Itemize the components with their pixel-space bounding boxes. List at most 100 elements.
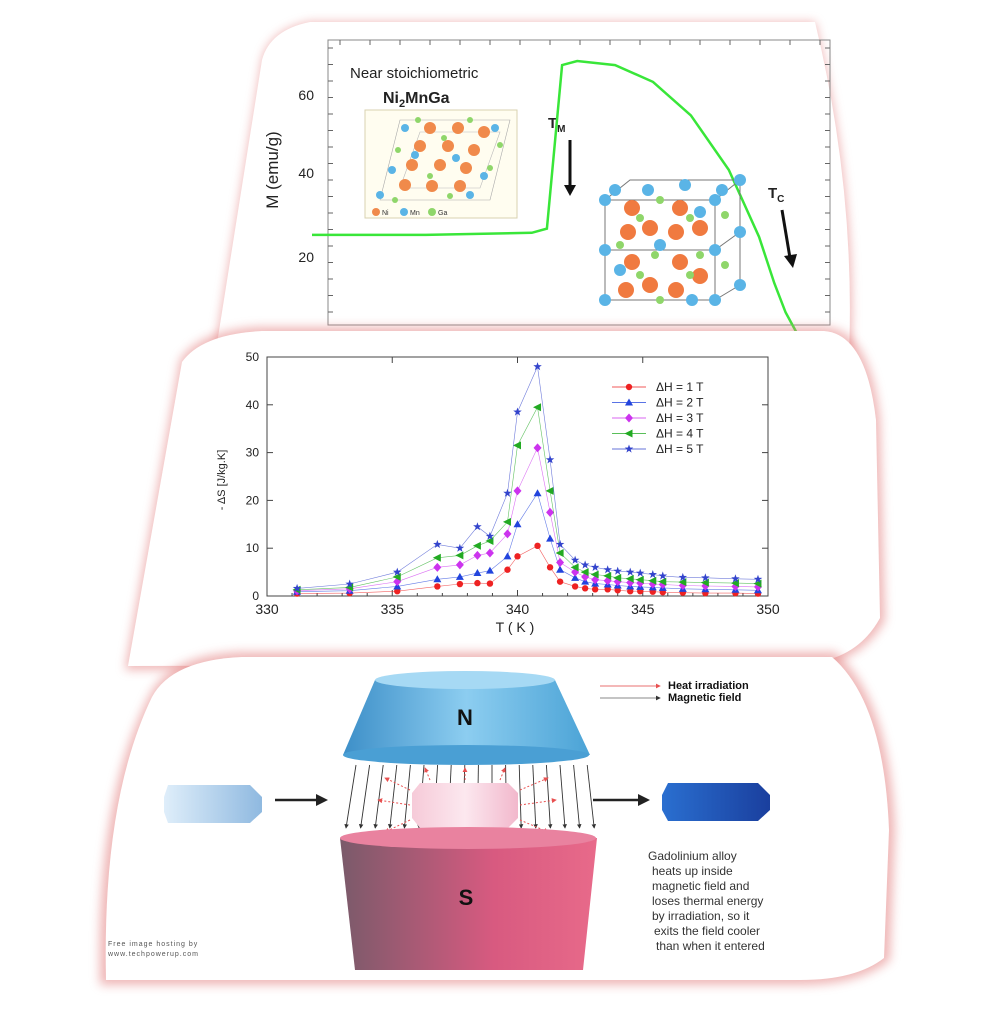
arrow-tc-shaft bbox=[780, 209, 792, 259]
data-point bbox=[533, 489, 542, 497]
crystal-atom-ga bbox=[415, 117, 421, 123]
series-5 bbox=[292, 362, 763, 592]
data-point bbox=[485, 548, 494, 558]
crystal-atom-ni bbox=[478, 126, 490, 138]
crystal-atom-ga bbox=[392, 197, 398, 203]
crystal-atom-mn bbox=[491, 124, 499, 132]
crystal-atom-ga bbox=[686, 271, 694, 279]
panel1-axis-ticks bbox=[328, 40, 830, 313]
crystal-atom-ga bbox=[441, 135, 447, 141]
crystal-atom-ga bbox=[721, 211, 729, 219]
data-point bbox=[731, 574, 740, 583]
crystal-atom-ga bbox=[656, 196, 664, 204]
xtick-label: 345 bbox=[631, 601, 655, 617]
crystal-atom-ni bbox=[424, 122, 436, 134]
crystal-atom-mn bbox=[686, 294, 698, 306]
data-point bbox=[433, 562, 442, 572]
heat-irradiation-arrows bbox=[377, 767, 557, 843]
crystal-atom-ni bbox=[672, 200, 688, 216]
data-point bbox=[513, 441, 521, 450]
crystal-inset-small: Ni Mn Ga bbox=[364, 109, 518, 219]
crystal-atom-ga bbox=[427, 173, 433, 179]
crystal-atom-ni bbox=[624, 200, 640, 216]
ytick-label: 10 bbox=[246, 541, 260, 555]
legend-label: ΔH = 3 T bbox=[656, 411, 704, 425]
caption-line-1: Gadolinium alloy bbox=[648, 849, 737, 863]
crystal-atom-mn bbox=[694, 206, 706, 218]
magnet-north-body bbox=[343, 680, 590, 755]
xtick-label: 350 bbox=[756, 601, 780, 617]
data-point bbox=[571, 573, 580, 581]
data-point bbox=[571, 583, 579, 590]
field-line bbox=[373, 764, 384, 829]
data-point bbox=[455, 551, 464, 560]
alloy-block-in-field bbox=[412, 783, 518, 828]
data-point bbox=[556, 558, 565, 568]
crystal-atom-ga bbox=[467, 117, 473, 123]
data-point bbox=[753, 574, 763, 583]
crystal-atom-ni bbox=[452, 122, 464, 134]
field-line bbox=[402, 764, 411, 829]
legend-label: ΔH = 5 T bbox=[656, 442, 704, 456]
data-point bbox=[292, 583, 302, 592]
entropy-chart-series bbox=[292, 362, 763, 597]
legend-heat-label: Heat irradiation bbox=[668, 680, 749, 692]
data-point bbox=[658, 571, 668, 580]
ytick-label: 30 bbox=[246, 446, 260, 460]
data-point bbox=[624, 444, 634, 453]
alloy-block-exiting bbox=[662, 783, 770, 821]
data-point bbox=[472, 541, 481, 550]
magnet-south-top bbox=[340, 827, 596, 849]
legend-label: ΔH = 4 T bbox=[656, 427, 704, 441]
data-point bbox=[394, 588, 401, 595]
crystal-atom-ni bbox=[668, 224, 684, 240]
magnet-south-body bbox=[340, 838, 597, 970]
magnetization-curve bbox=[312, 59, 799, 334]
crystal-atom-ga bbox=[721, 261, 729, 269]
crystal-atom-ni bbox=[672, 254, 688, 270]
crystal-atom-ni bbox=[434, 159, 446, 171]
crystal-atom-ni bbox=[620, 224, 636, 240]
crystal-atom-mn bbox=[614, 264, 626, 276]
crystal-atom-ga bbox=[487, 165, 493, 171]
heat-arrow bbox=[519, 777, 549, 791]
data-point bbox=[434, 583, 441, 590]
data-point bbox=[513, 520, 522, 528]
data-point bbox=[570, 555, 580, 564]
crystal-atom-mn bbox=[709, 194, 721, 206]
ytick-60: 60 bbox=[298, 87, 314, 103]
caption-line-7: than when it entered bbox=[656, 939, 765, 953]
data-point bbox=[701, 573, 710, 582]
crystal-atom-mn bbox=[599, 194, 611, 206]
data-point bbox=[533, 443, 542, 453]
panel-magnetic-refrigeration: Heat irradiation Magnetic field N S bbox=[99, 652, 896, 985]
data-point bbox=[473, 522, 482, 531]
magnet-south: S bbox=[340, 827, 597, 970]
crystal-atom-ni bbox=[406, 159, 418, 171]
crystal-atom-mn bbox=[734, 174, 746, 186]
legend-field-label: Magnetic field bbox=[668, 692, 741, 704]
data-point bbox=[614, 587, 621, 594]
data-point bbox=[455, 560, 464, 570]
data-point bbox=[486, 580, 494, 587]
ytick-label: 0 bbox=[252, 589, 259, 603]
data-point bbox=[678, 572, 688, 581]
legend-label: ΔH = 2 T bbox=[656, 396, 704, 410]
data-point bbox=[533, 362, 542, 371]
crystal-atom-mn bbox=[709, 244, 721, 256]
data-point bbox=[432, 553, 441, 562]
field-line bbox=[573, 764, 582, 829]
crystal-atom-mn bbox=[480, 172, 488, 180]
legend-mn-label: Mn bbox=[410, 210, 420, 217]
data-point bbox=[556, 578, 564, 585]
crystal-atom-ga bbox=[616, 241, 624, 249]
field-line bbox=[387, 764, 398, 829]
label-tc: TC bbox=[768, 185, 784, 205]
crystal-atom-ni bbox=[668, 282, 684, 298]
caption-line-5: by irradiation, so it bbox=[652, 909, 750, 923]
data-point bbox=[503, 552, 512, 560]
crystal-atom-ga bbox=[497, 142, 503, 148]
data-point bbox=[455, 543, 465, 552]
caption-line-2: heats up inside bbox=[652, 864, 733, 878]
